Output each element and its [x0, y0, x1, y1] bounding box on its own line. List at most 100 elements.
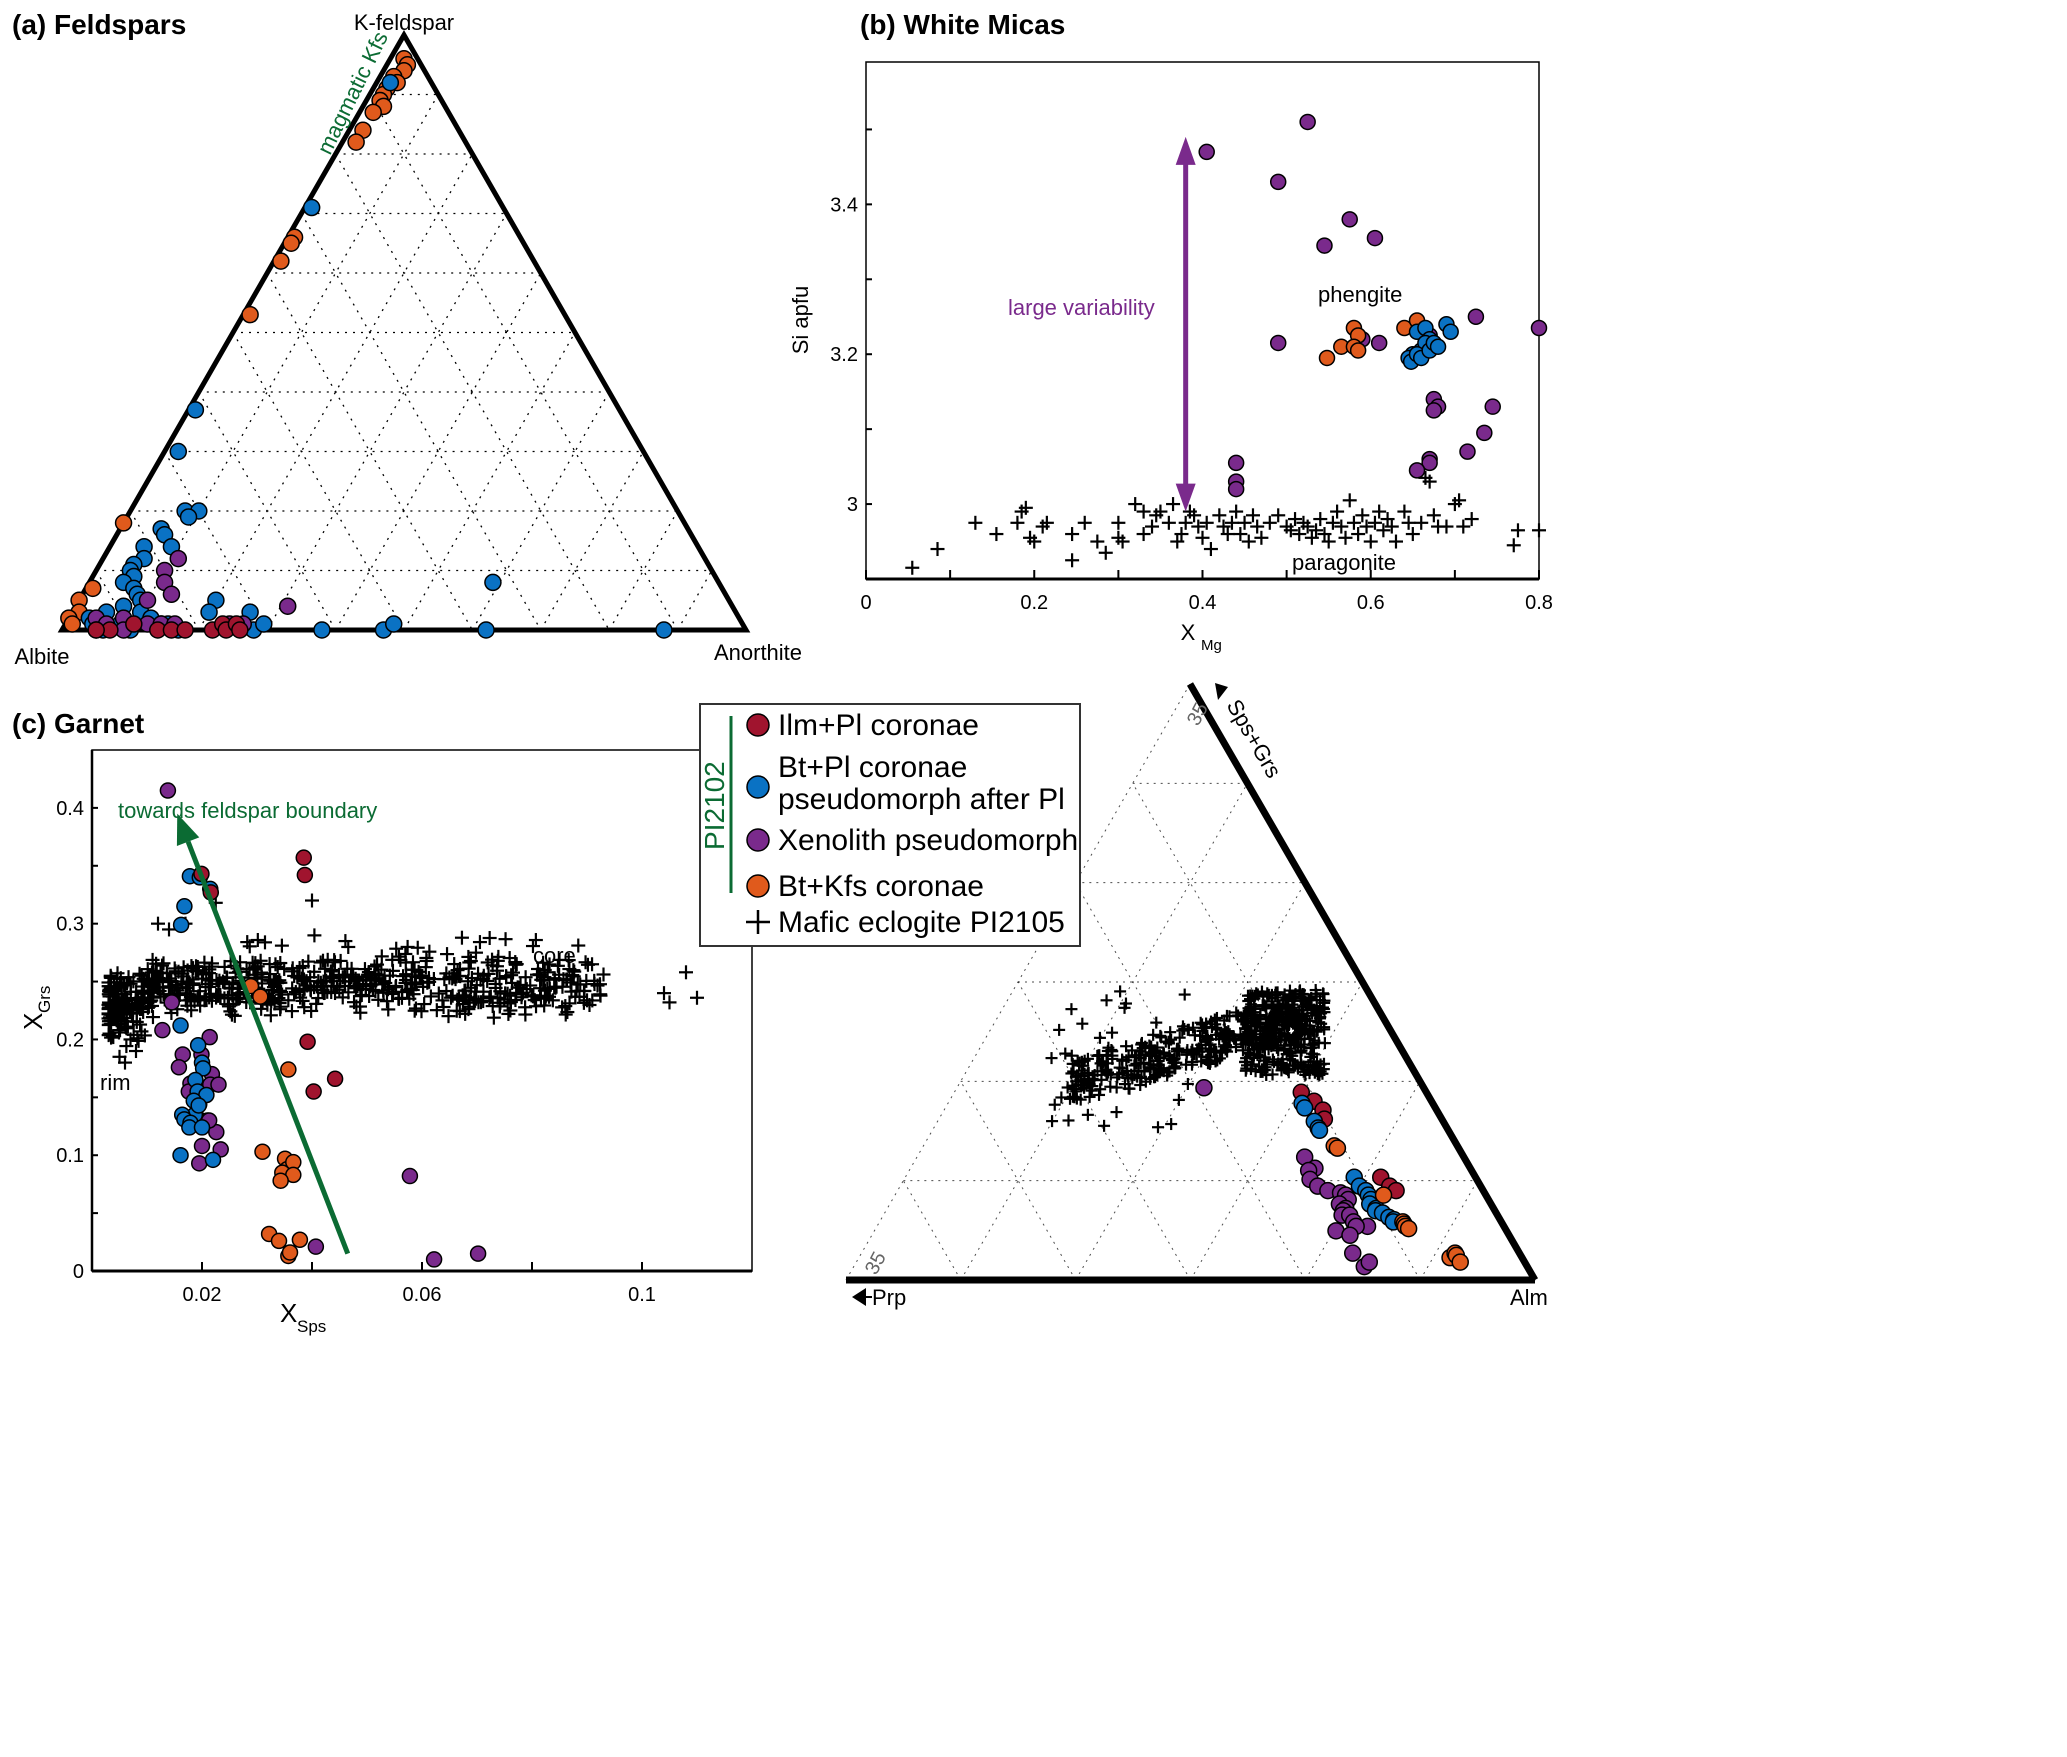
- data-point-eclogite: [204, 956, 219, 971]
- data-point-ilm_pl: [326, 1070, 344, 1088]
- data-point-eclogite: [1300, 519, 1315, 534]
- data-point-xenolith: [1484, 398, 1501, 415]
- data-point-eclogite: [1351, 527, 1366, 542]
- data-point-eclogite: [485, 952, 500, 967]
- data-point-eclogite: [1262, 515, 1277, 530]
- data-point-eclogite: [359, 972, 374, 987]
- data-point-eclogite: [1164, 1026, 1177, 1039]
- data-point-eclogite: [577, 983, 592, 998]
- data-point-eclogite: [1125, 1044, 1138, 1057]
- annotation-core: core: [533, 943, 576, 968]
- data-point-eclogite: [391, 991, 406, 1006]
- data-point-eclogite: [1312, 1036, 1325, 1049]
- data-point-eclogite: [502, 951, 517, 966]
- data-point-eclogite: [409, 977, 424, 992]
- data-point-eclogite: [528, 933, 543, 948]
- data-point-eclogite: [1265, 995, 1278, 1008]
- data-point-eclogite: [120, 991, 135, 1006]
- grid-line: [608, 510, 679, 631]
- data-point-eclogite: [148, 973, 163, 988]
- legend-label-xenolith: Xenolith pseudomorph: [778, 824, 1078, 857]
- data-point-eclogite: [1278, 1028, 1291, 1041]
- data-point-bt_pl: [384, 615, 403, 633]
- data-point-eclogite: [319, 973, 334, 988]
- data-point-eclogite: [452, 991, 467, 1006]
- data-point-eclogite: [1093, 1088, 1106, 1101]
- data-point-eclogite: [303, 970, 318, 985]
- grid-line: [960, 783, 1248, 1281]
- data-point-eclogite: [230, 981, 245, 996]
- data-point-eclogite: [1205, 1045, 1218, 1058]
- data-point-eclogite: [450, 963, 465, 978]
- data-point-eclogite: [376, 985, 391, 1000]
- points-b: [905, 113, 1548, 575]
- y-axis-label-c-main: X: [18, 1013, 48, 1030]
- data-point-eclogite: [1085, 1084, 1098, 1097]
- data-point-eclogite: [217, 959, 232, 974]
- data-point-eclogite: [1355, 508, 1370, 523]
- data-point-eclogite: [398, 946, 413, 961]
- data-point-eclogite: [257, 935, 272, 950]
- grid-line: [540, 451, 644, 631]
- arrow-head: [176, 813, 200, 846]
- data-point-bt_pl: [1429, 338, 1447, 355]
- data-point-eclogite: [1136, 527, 1151, 542]
- data-point-eclogite: [1397, 504, 1412, 519]
- axes-b: 0 0.2 0.4 0.6 0.8 3 3.2 3.4: [830, 61, 1553, 614]
- data-point-eclogite: [335, 990, 350, 1005]
- data-point-eclogite: [1053, 1023, 1066, 1036]
- data-point-eclogite: [332, 982, 347, 997]
- y-tick-label-c: 0.3: [56, 914, 84, 936]
- data-point-eclogite: [114, 1017, 129, 1032]
- data-point-bt_pl: [255, 615, 273, 633]
- data-point-bt_pl: [655, 621, 673, 639]
- data-point-eclogite: [1250, 987, 1263, 1000]
- data-point-eclogite: [419, 950, 434, 965]
- data-point-xenolith: [1269, 334, 1287, 352]
- data-point-eclogite: [1059, 1047, 1072, 1060]
- data-point-eclogite: [472, 935, 487, 950]
- data-point-eclogite: [1219, 1030, 1232, 1043]
- panel-b-title: (b) White Micas: [860, 9, 1065, 40]
- data-point-eclogite: [1283, 523, 1298, 538]
- data-point-xenolith: [1467, 308, 1485, 326]
- data-point-eclogite: [1168, 1062, 1181, 1075]
- data-point-eclogite: [1292, 527, 1307, 542]
- legend-item-ilm-pl: Ilm+Pl coronae: [746, 709, 979, 742]
- data-point-eclogite: [1045, 1052, 1058, 1065]
- data-point-eclogite: [146, 963, 161, 978]
- data-point-eclogite: [143, 994, 158, 1009]
- data-point-eclogite: [1237, 515, 1252, 530]
- data-point-eclogite: [1098, 1119, 1111, 1132]
- data-point-eclogite: [454, 930, 469, 945]
- data-point-eclogite: [1170, 534, 1185, 549]
- data-point-eclogite: [1068, 1091, 1081, 1104]
- data-point-xenolith: [1343, 1244, 1362, 1262]
- data-point-eclogite: [1292, 1027, 1305, 1040]
- data-point-eclogite: [501, 1006, 516, 1021]
- data-point-bt_pl: [194, 1060, 212, 1077]
- data-point-xenolith: [138, 591, 157, 609]
- points-a: [60, 50, 673, 639]
- data-point-eclogite: [1414, 515, 1429, 530]
- data-point-eclogite: [1294, 1046, 1307, 1059]
- data-point-eclogite: [1122, 1051, 1135, 1064]
- data-point-eclogite: [399, 972, 414, 987]
- legend-marker-eclogite: [746, 910, 770, 934]
- data-point-eclogite: [325, 963, 340, 978]
- grid-line: [266, 272, 473, 631]
- data-point-eclogite: [461, 949, 476, 964]
- data-point-eclogite: [133, 1017, 148, 1032]
- data-point-eclogite: [136, 971, 151, 986]
- data-point-eclogite: [271, 991, 286, 1006]
- data-point-bt_kfs: [282, 234, 300, 252]
- data-point-eclogite: [1260, 1012, 1273, 1025]
- data-point-xenolith: [191, 1155, 208, 1172]
- data-point-eclogite: [190, 991, 205, 1006]
- data-point-eclogite: [1233, 527, 1248, 542]
- data-point-ilm_pl: [125, 615, 143, 633]
- data-point-xenolith: [1421, 454, 1438, 472]
- data-point-eclogite: [1119, 997, 1132, 1010]
- plot-frame-b: [865, 61, 1540, 580]
- points-d: [1195, 1079, 1469, 1276]
